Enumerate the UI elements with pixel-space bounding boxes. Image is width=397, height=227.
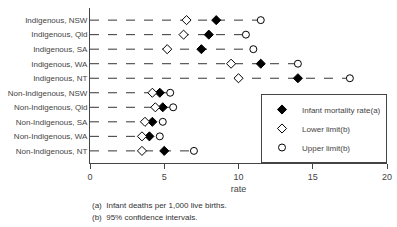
svg-text:Non-Indigenous, Qld: Non-Indigenous, Qld	[14, 103, 87, 112]
svg-text:10: 10	[233, 172, 243, 182]
svg-text:Indigenous, NT: Indigenous, NT	[33, 74, 87, 83]
svg-text:Indigenous, WA: Indigenous, WA	[31, 60, 88, 69]
svg-text:0: 0	[87, 172, 92, 182]
svg-text:Infant mortality rate(a): Infant mortality rate(a)	[302, 106, 381, 115]
svg-text:Non-Indigenous, NT: Non-Indigenous, NT	[16, 147, 88, 156]
svg-text:Upper limit(b): Upper limit(b)	[302, 144, 350, 153]
svg-text:Indigenous, NSW: Indigenous, NSW	[25, 16, 88, 25]
svg-text:Indigenous, Qld: Indigenous, Qld	[31, 30, 87, 39]
svg-text:(a) Infant deaths per 1,000 l: (a) Infant deaths per 1,000 live births.	[92, 201, 227, 210]
svg-text:Non-Indigenous, NSW: Non-Indigenous, NSW	[8, 89, 88, 98]
svg-text:rate: rate	[231, 184, 247, 194]
svg-text:Lower limit(b): Lower limit(b)	[302, 125, 350, 134]
svg-text:20: 20	[382, 172, 392, 182]
svg-text:Non-Indigenous, SA: Non-Indigenous, SA	[16, 118, 88, 127]
svg-text:15: 15	[308, 172, 318, 182]
svg-text:5: 5	[162, 172, 167, 182]
svg-text:Indigenous, SA: Indigenous, SA	[33, 45, 88, 54]
svg-text:Non-Indigenous, WA: Non-Indigenous, WA	[14, 132, 88, 141]
svg-text:(b) 95% confidence intervals.: (b) 95% confidence intervals.	[92, 213, 197, 222]
